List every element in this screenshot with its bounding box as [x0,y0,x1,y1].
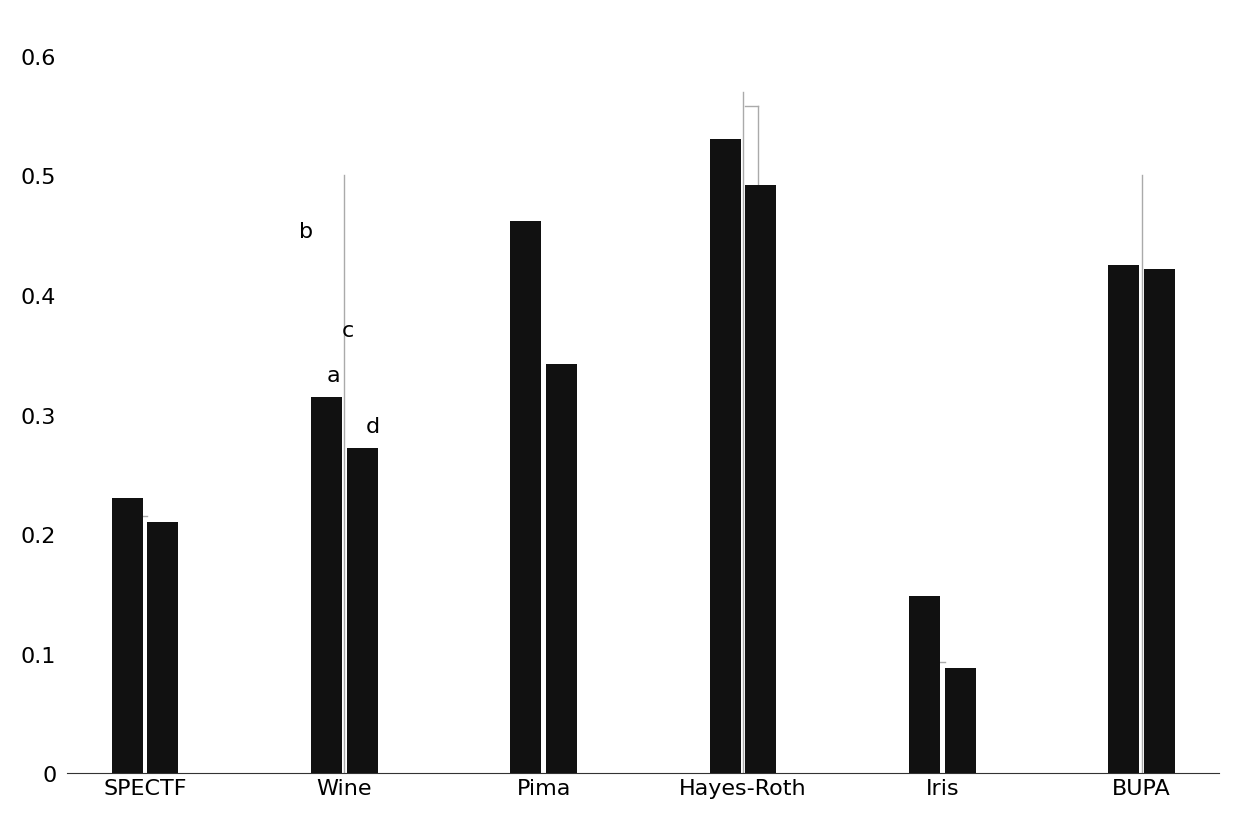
Bar [709,140,740,773]
Bar [1143,269,1174,773]
Text: d: d [366,417,379,437]
Bar [745,186,776,773]
Bar [909,596,940,773]
Bar [546,364,577,773]
Bar [148,523,179,773]
Bar [1109,265,1140,773]
Bar [311,397,342,773]
Text: a: a [326,365,340,385]
Bar [945,668,976,773]
Bar [112,499,143,773]
Bar [511,221,542,773]
Text: c: c [342,321,355,341]
Text: b: b [299,222,312,242]
Bar [346,449,377,773]
